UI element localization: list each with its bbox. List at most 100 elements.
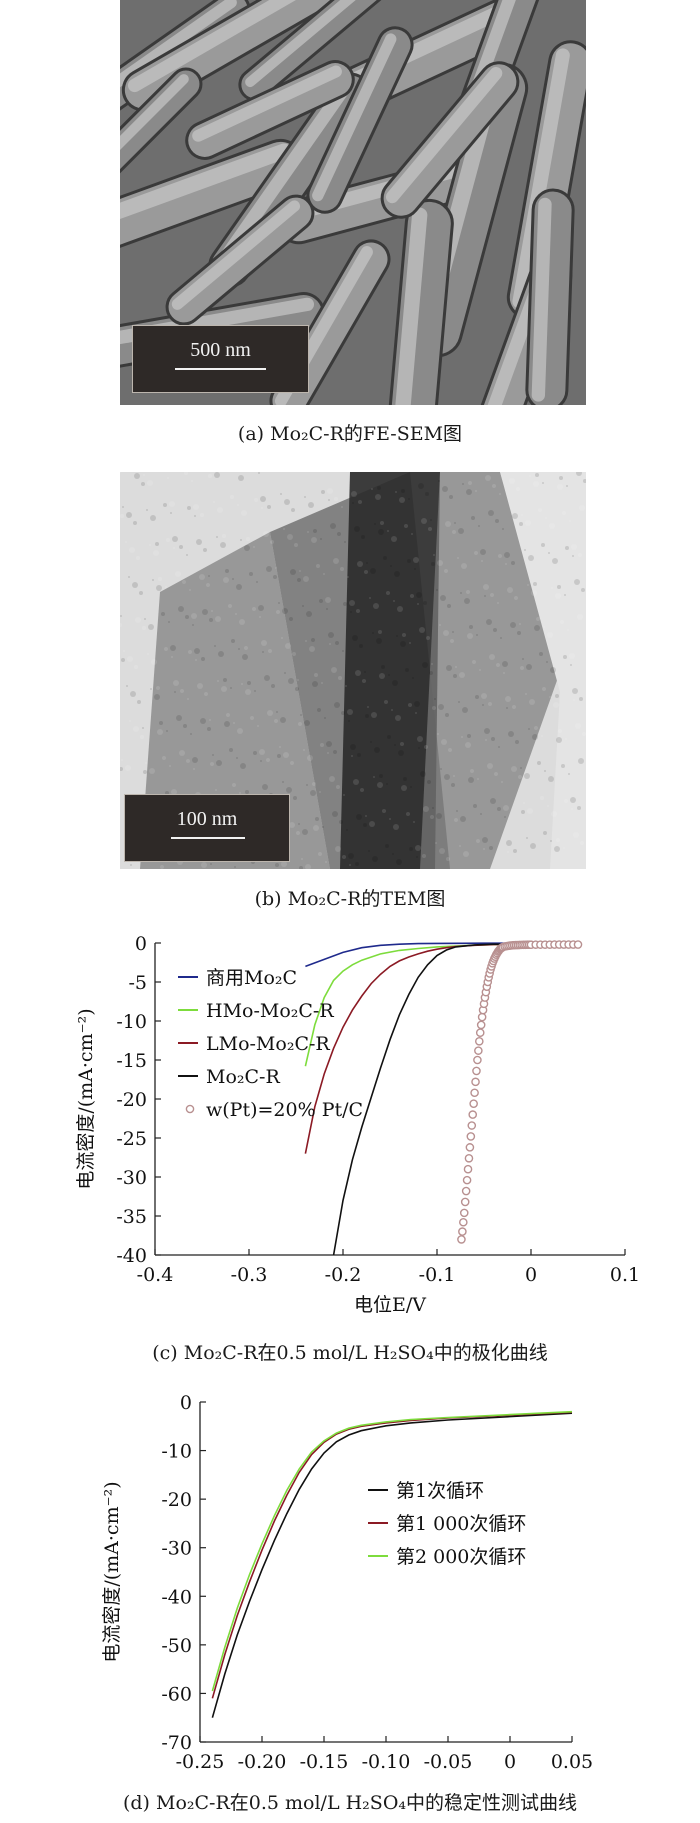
tem-grain <box>264 675 270 681</box>
tem-grain <box>341 711 345 715</box>
tem-grain <box>309 646 315 652</box>
tem-grain <box>482 704 484 706</box>
tem-grain <box>197 683 203 689</box>
tem-grain <box>501 781 503 783</box>
nanorod <box>185 60 355 160</box>
tem-grain <box>453 674 457 678</box>
tem-grain <box>355 862 359 866</box>
tem-grain <box>393 824 399 830</box>
tem-grain <box>305 640 307 642</box>
tem-grain <box>319 599 323 603</box>
tem-grain <box>526 837 528 839</box>
tem-grain <box>191 613 197 619</box>
tem-grain <box>296 831 300 835</box>
tem-grain <box>253 546 255 548</box>
tem-grain <box>486 619 492 625</box>
tem-grain <box>400 641 406 647</box>
tem-grain <box>303 576 309 582</box>
tem-grain <box>367 706 369 708</box>
tem-grain <box>431 562 435 566</box>
tem-grain <box>569 653 575 659</box>
tem-grain <box>312 782 316 786</box>
tem-grain <box>208 575 210 577</box>
tem-grain <box>126 512 132 518</box>
nanorod <box>380 61 520 219</box>
tem-grain <box>544 770 546 772</box>
series-line <box>304 943 579 1067</box>
tem-grain <box>182 580 186 584</box>
tem-grain <box>201 862 207 868</box>
tem-grain <box>351 755 353 757</box>
tem-grain <box>352 635 358 641</box>
tem-grain <box>476 634 478 636</box>
tem-grain <box>534 625 540 631</box>
tem-grain <box>530 843 536 849</box>
tem-grain <box>422 854 426 858</box>
tem-grain <box>216 536 218 538</box>
tem-grain <box>503 672 505 674</box>
tem-grain <box>278 602 280 604</box>
sem-image: 500 nm <box>120 0 586 405</box>
tem-grain <box>276 610 280 614</box>
x-tick-label: -0.10 <box>362 1751 411 1773</box>
data-point <box>475 1028 485 1037</box>
tem-grain <box>326 608 328 610</box>
tem-grain <box>485 475 491 481</box>
tem-scale-label: 100 nm <box>176 808 238 830</box>
nanorod-body <box>120 67 203 193</box>
tem-grain <box>570 664 572 666</box>
tem-grain <box>422 662 428 668</box>
tem-grain <box>453 775 455 777</box>
legend-label: w(Pt)=20% Pt/C <box>206 1099 363 1121</box>
tem-grain <box>547 632 553 638</box>
tem-grain <box>364 570 368 574</box>
tem-grain <box>210 863 212 865</box>
tem-grain <box>327 488 333 494</box>
tem-grain <box>347 709 353 715</box>
y-tick-label: 0 <box>180 1392 192 1414</box>
tem-grain <box>203 548 207 552</box>
tem-grain <box>200 513 204 517</box>
tem-grain <box>237 728 243 734</box>
tem-grain <box>327 752 329 754</box>
y-tick-label: -40 <box>161 1586 192 1608</box>
tem-texture <box>120 472 586 869</box>
tem-grain <box>128 576 130 578</box>
tem-grain <box>158 577 162 581</box>
tem-grain <box>153 550 159 556</box>
tem-grain <box>276 711 278 713</box>
tem-grain <box>582 732 586 736</box>
tem-grain <box>152 579 154 581</box>
data-point <box>472 1066 481 1076</box>
tem-grain <box>419 627 425 633</box>
tem-grain <box>348 853 354 859</box>
caption-d: (d) Mo₂C-R在0.5 mol/L H₂SO₄中的稳定性测试曲线 <box>122 1792 578 1814</box>
tem-grain <box>410 786 412 788</box>
tem-grain <box>408 498 410 500</box>
tem-grain <box>571 544 577 550</box>
tem-grain <box>193 768 195 770</box>
tem-grain <box>405 668 409 672</box>
tem-grain <box>364 671 366 673</box>
tem-grain <box>449 495 453 499</box>
tem-grain <box>288 678 294 684</box>
tem-grain <box>217 680 219 682</box>
tem-grain <box>475 490 477 492</box>
tem-grain <box>567 629 569 631</box>
tem-grain <box>235 613 237 615</box>
tem-grain <box>123 650 125 652</box>
tem-grain <box>401 785 407 791</box>
tem-grain <box>430 519 432 521</box>
tem-grain <box>384 700 388 704</box>
tem-grain <box>208 474 212 478</box>
tem-grain <box>143 474 145 476</box>
tem-grain <box>254 498 258 502</box>
tem-grain <box>142 626 146 630</box>
tem-grain <box>401 489 405 493</box>
tem-grain <box>462 483 464 485</box>
tem-grain <box>385 844 389 848</box>
tem-grain <box>196 539 202 545</box>
data-point <box>458 1227 467 1236</box>
nanorod-highlight <box>192 65 342 142</box>
tem-grain <box>216 760 222 766</box>
